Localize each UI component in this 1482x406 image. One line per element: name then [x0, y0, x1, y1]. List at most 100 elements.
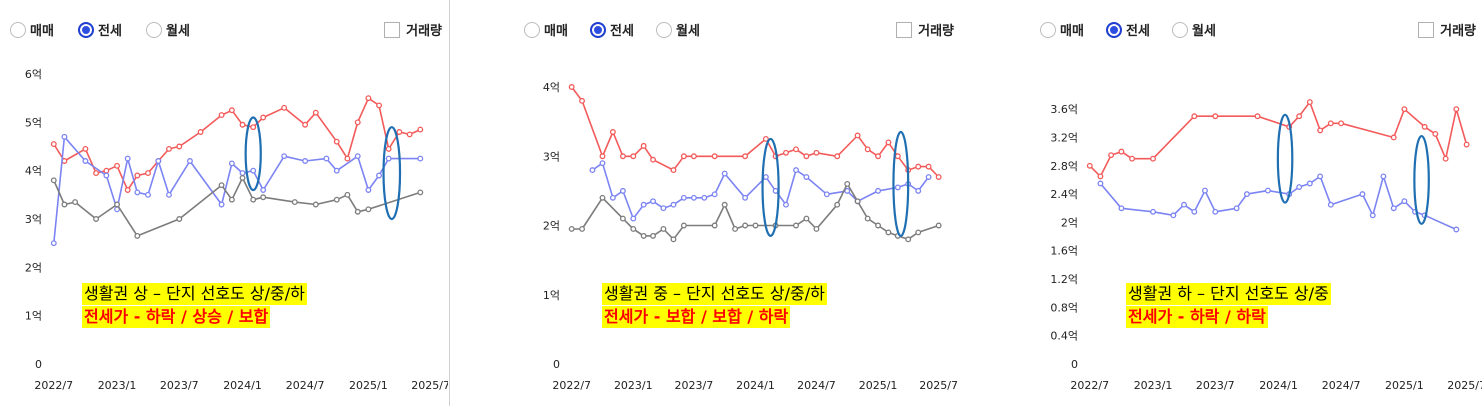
- radio-monthly-rent[interactable]: 월세: [146, 20, 190, 39]
- data-point: [640, 142, 647, 149]
- data-point: [711, 222, 718, 229]
- data-point: [885, 229, 892, 236]
- y-tick-label: 1.6억: [1050, 245, 1078, 258]
- data-point: [844, 187, 851, 194]
- data-point: [385, 155, 392, 162]
- x-tick-label: 2024/7: [1322, 379, 1361, 392]
- series-line: [571, 183, 939, 241]
- data-point: [344, 155, 351, 162]
- data-point: [793, 167, 799, 174]
- data-point: [803, 174, 810, 180]
- data-point: [354, 153, 361, 160]
- annotation-line-1: 생활권 상 – 단지 선호도 상/중/하: [82, 283, 307, 305]
- data-point: [732, 226, 739, 232]
- data-point: [894, 184, 901, 191]
- data-point: [711, 191, 718, 198]
- radio-circle-icon: [1040, 21, 1056, 38]
- data-point: [721, 170, 728, 177]
- data-point: [61, 201, 68, 208]
- data-point: [176, 143, 183, 150]
- radio-monthly-rent[interactable]: 월세: [656, 20, 700, 39]
- data-point: [197, 129, 204, 135]
- chart-panel-middle: 매매 전세 월세 거래량 0 1억 2억 3억 4억 2022/7 2023/1 2023/7…: [520, 0, 960, 406]
- data-point: [915, 163, 922, 170]
- data-point: [925, 174, 932, 180]
- radio-label: 매매: [544, 24, 568, 39]
- data-point: [1338, 120, 1345, 127]
- data-point: [935, 174, 942, 180]
- data-point: [1369, 212, 1376, 219]
- data-point: [630, 226, 637, 232]
- y-tick-label: 1억: [25, 310, 42, 323]
- data-point: [145, 170, 151, 177]
- x-tick-label: 2025/7: [411, 379, 448, 392]
- data-point: [250, 167, 257, 174]
- annotation-line-2: 전세가 - 보합 / 보합 / 하락: [602, 306, 791, 328]
- data-point: [609, 129, 616, 135]
- line-chart: 0 1억 2억 3억 4억 5억 6억 2022/7 2023/1 2023/7 2024/1 202…: [25, 68, 448, 392]
- radio-circle-icon: [146, 21, 162, 38]
- data-point: [803, 215, 810, 222]
- data-point: [50, 177, 57, 184]
- radio-sale[interactable]: 매매: [524, 20, 568, 39]
- data-point: [1296, 184, 1303, 190]
- radio-label: 매매: [30, 24, 54, 39]
- volume-toggle[interactable]: 거래량: [1418, 20, 1476, 39]
- radio-sale[interactable]: 매매: [1040, 20, 1084, 39]
- data-point: [1170, 212, 1177, 219]
- data-point: [365, 187, 372, 193]
- data-point: [260, 114, 267, 121]
- data-point: [793, 146, 799, 153]
- x-tick-label: 2023/7: [160, 379, 199, 392]
- data-point: [1202, 187, 1208, 194]
- line-chart: 0 1억 2억 3억 4억 2022/7 2023/1 2023/7 2024/1 2024/7 2…: [543, 81, 958, 392]
- data-point: [915, 229, 922, 236]
- data-point: [344, 191, 351, 198]
- y-tick-label: 2억: [1061, 216, 1078, 229]
- volume-toggle[interactable]: 거래량: [384, 20, 442, 39]
- data-point: [250, 124, 257, 131]
- data-point: [742, 194, 749, 201]
- data-point: [762, 174, 769, 180]
- y-tick-label: 5억: [25, 116, 42, 129]
- data-point: [281, 104, 288, 111]
- data-point: [660, 205, 667, 212]
- data-point: [239, 170, 246, 177]
- radio-jeonse[interactable]: 전세: [1106, 20, 1150, 39]
- data-point: [905, 236, 912, 243]
- chart-controls: 매매 전세 월세 거래량: [1036, 18, 1482, 42]
- radio-monthly-rent[interactable]: 월세: [1172, 20, 1216, 39]
- data-point: [218, 112, 225, 119]
- data-point: [1097, 180, 1104, 187]
- x-tick-label: 2022/7: [1070, 379, 1109, 392]
- data-point: [670, 167, 677, 174]
- data-point: [376, 172, 382, 179]
- data-point: [854, 132, 861, 139]
- x-tick-label: 2025/1: [349, 379, 388, 392]
- radio-sale[interactable]: 매매: [10, 20, 54, 39]
- data-point: [250, 196, 257, 203]
- data-point: [72, 199, 79, 206]
- data-point: [1296, 113, 1303, 120]
- x-tick-label: 2025/1: [859, 379, 898, 392]
- data-point: [721, 201, 728, 208]
- radio-jeonse[interactable]: 전세: [78, 20, 122, 39]
- data-point: [894, 153, 901, 160]
- data-point: [61, 133, 68, 140]
- volume-toggle[interactable]: 거래량: [896, 20, 954, 39]
- y-tick-label: 3.6억: [1050, 103, 1078, 116]
- data-point: [124, 155, 131, 162]
- chart-controls: 매매 전세 월세 거래량: [520, 18, 960, 42]
- x-tick-label: 2025/7: [919, 379, 958, 392]
- radio-jeonse[interactable]: 전세: [590, 20, 634, 39]
- data-point: [1317, 173, 1324, 180]
- data-point: [114, 201, 120, 208]
- x-tick-label: 2022/7: [34, 379, 73, 392]
- annotation-line-1: 생활권 중 – 단지 선호도 상/중/하: [602, 283, 827, 305]
- data-point: [1327, 201, 1334, 208]
- radio-label: 월세: [166, 24, 190, 39]
- data-point: [93, 216, 100, 222]
- data-point: [925, 163, 932, 170]
- x-tick-label: 2023/1: [1134, 379, 1173, 392]
- data-point: [50, 141, 57, 148]
